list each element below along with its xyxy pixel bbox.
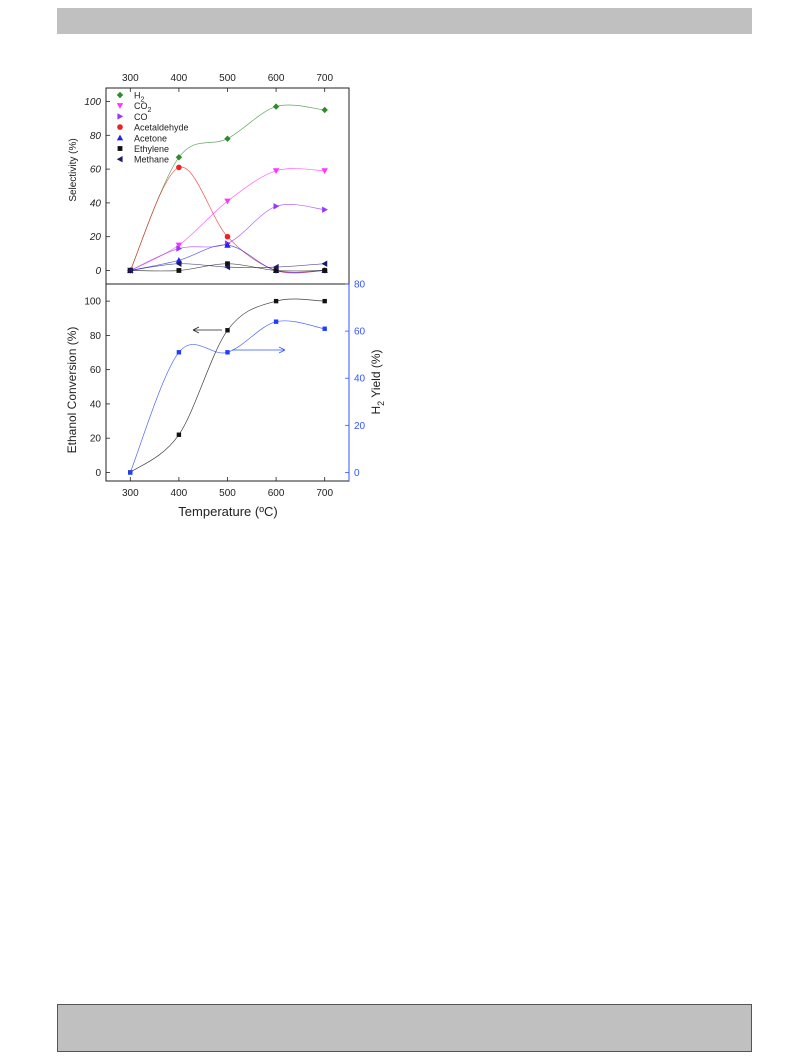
selectivity-data-point	[272, 103, 280, 110]
legend-label: Methane	[134, 155, 169, 165]
conversion-data-point	[176, 432, 182, 437]
legend-label: H2	[134, 91, 145, 104]
conversion-data-point	[225, 328, 230, 333]
selectivity-data-point	[176, 245, 183, 252]
h2-yield-y-tick-label: 80	[354, 280, 366, 291]
selectivity-data-point	[272, 168, 280, 174]
selectivity-series-line	[130, 168, 325, 271]
bottom-x-tick-label: 600	[268, 488, 285, 499]
selectivity-data-point	[224, 135, 231, 142]
selectivity-data-point	[225, 261, 230, 267]
selectivity-data-point	[175, 154, 183, 161]
selectivity-data-point	[321, 260, 328, 267]
selectivity-y-tick-label: 0	[95, 266, 101, 277]
h2-yield-y-tick-label: 20	[354, 421, 366, 432]
top-x-tick-label: 600	[268, 73, 285, 84]
legend-label: CO	[134, 112, 148, 122]
selectivity-series	[127, 103, 328, 274]
temperature-axis-label: Temperature (ºC)	[178, 504, 277, 519]
selectivity-y-tick-label: 80	[90, 131, 102, 142]
selectivity-data-point	[224, 233, 231, 240]
conversion-data-point	[128, 470, 133, 475]
legend-marker	[116, 134, 124, 141]
h2-yield-y-tick-label: 0	[354, 468, 360, 479]
legend-label: Acetaldehyde	[134, 123, 189, 133]
conversion-data-point	[176, 350, 182, 355]
selectivity-data-point	[273, 268, 279, 273]
top-x-tick-label: 400	[171, 73, 188, 84]
selectivity-data-point	[321, 168, 328, 174]
selectivity-data-point	[175, 242, 183, 249]
selectivity-y-tick-label: 20	[89, 232, 102, 243]
selectivity-data-point	[224, 241, 231, 248]
conversion-y-tick-label: 40	[90, 399, 102, 410]
selectivity-data-point	[273, 203, 280, 210]
selectivity-y-tick-label: 40	[90, 198, 102, 209]
selectivity-data-point	[321, 106, 328, 114]
selectivity-y-tick-label: 100	[84, 97, 101, 108]
top-x-tick-label: 700	[316, 73, 333, 84]
legend-label: Ethylene	[134, 144, 169, 154]
conversion-data-point	[322, 298, 327, 304]
conversion-y-tick-label: 0	[95, 468, 101, 479]
conversion-data-point	[225, 350, 230, 355]
legend-marker	[116, 156, 123, 163]
bottom-x-tick-label: 500	[219, 488, 236, 499]
bottom-x-tick-label: 300	[122, 488, 139, 499]
h2-yield-y-tick-label: 40	[354, 374, 366, 385]
bottom-x-tick-label: 700	[316, 488, 333, 499]
legend-marker	[116, 103, 124, 109]
selectivity-data-point	[224, 198, 231, 205]
selectivity-data-point	[176, 268, 182, 273]
left-axis-arrow	[192, 326, 222, 334]
conversion-y-tick-label: 60	[90, 365, 102, 376]
conversion-y-tick-label: 20	[90, 434, 102, 445]
selectivity-data-point	[272, 263, 279, 271]
conversion-series-line	[129, 320, 325, 473]
right-axis-arrow	[232, 346, 286, 354]
selectivity-data-point	[175, 260, 182, 267]
conversion-data-point	[273, 298, 279, 304]
selectivity-series-line	[129, 167, 325, 274]
selectivity-data-point	[322, 268, 328, 273]
conversion-plot-frame	[105, 283, 350, 482]
selectivity-axis-label: Selectivity (%)	[68, 138, 79, 201]
legend-label: Acetone	[134, 133, 167, 143]
selectivity-y-tick-label: 60	[90, 165, 102, 176]
conversion-axes: 300 400 500 600 700 0 20 40 60 80 100 0 20 40 60 80	[84, 280, 365, 500]
conversion-y-tick-label: 80	[90, 331, 102, 342]
conversion-series	[128, 298, 327, 475]
conversion-y-tick-label: 100	[84, 297, 101, 308]
selectivity-legend: H2CO2COAcetaldehydeAcetoneEthyleneMethan…	[116, 91, 189, 165]
top-x-tick-label: 300	[122, 73, 139, 84]
selectivity-data-point	[322, 206, 328, 213]
legend-marker	[117, 146, 123, 151]
selectivity-data-point	[127, 267, 133, 274]
legend-label: CO2	[134, 101, 152, 114]
top-x-tick-label: 500	[219, 73, 236, 84]
conversion-series-line	[130, 298, 325, 473]
header-bar	[57, 8, 752, 34]
footer-bar	[57, 1004, 752, 1052]
legend-marker	[116, 91, 124, 99]
selectivity-axes: 300 400 500 600 700 0 20 40 60 80 100	[84, 73, 333, 277]
conversion-data-point	[273, 319, 279, 324]
legend-marker	[117, 113, 124, 120]
legend-marker	[117, 124, 123, 130]
conversion-data-point	[322, 326, 327, 331]
conversion-axis-label: Ethanol Conversion (%)	[65, 327, 79, 454]
bottom-x-tick-label: 400	[171, 488, 188, 499]
h2-yield-y-tick-label: 60	[354, 327, 366, 338]
selectivity-data-point	[224, 263, 231, 271]
h2-yield-axis-label: H2 Yield (%)	[369, 349, 386, 414]
selectivity-data-point	[176, 164, 182, 171]
